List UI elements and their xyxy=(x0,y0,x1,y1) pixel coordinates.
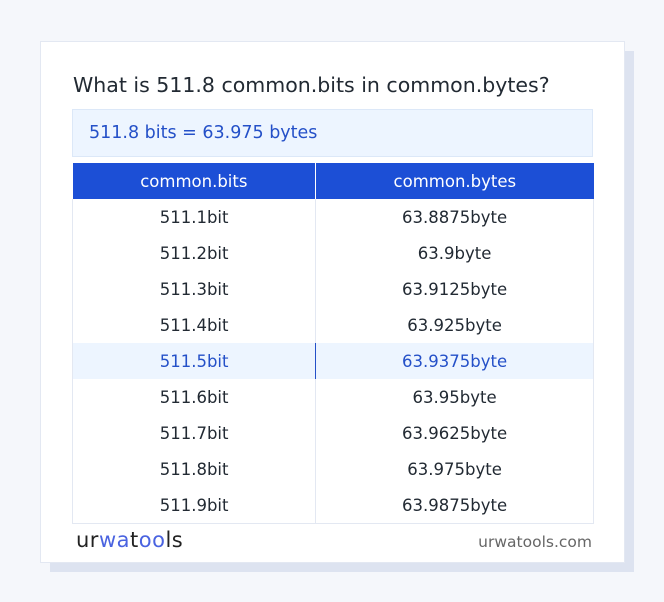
bits-cell: 511.6bit xyxy=(71,379,317,415)
bytes-cell: 63.9375byte xyxy=(315,343,594,379)
table-row: 511.9bit 63.9875byte xyxy=(71,487,594,524)
table-row: 511.1bit 63.8875byte xyxy=(71,199,594,235)
table-row: 511.2bit 63.9byte xyxy=(71,235,594,271)
table-row: 511.6bit 63.95byte xyxy=(71,379,594,415)
bytes-cell: 63.9625byte xyxy=(315,415,594,451)
bits-cell: 511.9bit xyxy=(71,487,317,524)
table-row: 511.4bit 63.925byte xyxy=(71,307,594,343)
table-row: 511.5bit 63.9375byte xyxy=(71,343,594,379)
urwatools-logo[interactable]: urwatools xyxy=(76,528,184,552)
table-row: 511.7bit 63.9625byte xyxy=(71,415,594,451)
conversion-table: common.bits common.bytes 511.1bit 63.8875… xyxy=(71,163,594,524)
bits-cell: 511.1bit xyxy=(71,199,317,235)
bits-cell: 511.8bit xyxy=(71,451,317,487)
converter-card: What is 511.8 common.bits in common.byte… xyxy=(40,41,625,563)
page-title: What is 511.8 common.bits in common.byte… xyxy=(73,73,550,97)
bytes-cell: 63.8875byte xyxy=(315,199,594,235)
site-link[interactable]: urwatools.com xyxy=(478,533,592,551)
bytes-cell: 63.95byte xyxy=(315,379,594,415)
table-row: 511.3bit 63.9125byte xyxy=(71,271,594,307)
bits-cell: 511.3bit xyxy=(71,271,317,307)
result-box: 511.8 bits = 63.975 bytes xyxy=(72,109,593,157)
bytes-cell: 63.925byte xyxy=(315,307,594,343)
bytes-cell: 63.9875byte xyxy=(315,487,594,524)
bits-cell: 511.2bit xyxy=(71,235,317,271)
bytes-cell: 63.975byte xyxy=(315,451,594,487)
bits-cell: 511.5bit xyxy=(71,343,317,379)
table-row: 511.8bit 63.975byte xyxy=(71,451,594,487)
bytes-cell: 63.9byte xyxy=(315,235,594,271)
column-header-bytes: common.bytes xyxy=(315,163,594,199)
bits-cell: 511.4bit xyxy=(71,307,317,343)
bits-cell: 511.7bit xyxy=(71,415,317,451)
bytes-cell: 63.9125byte xyxy=(315,271,594,307)
column-header-bits: common.bits xyxy=(72,163,317,199)
